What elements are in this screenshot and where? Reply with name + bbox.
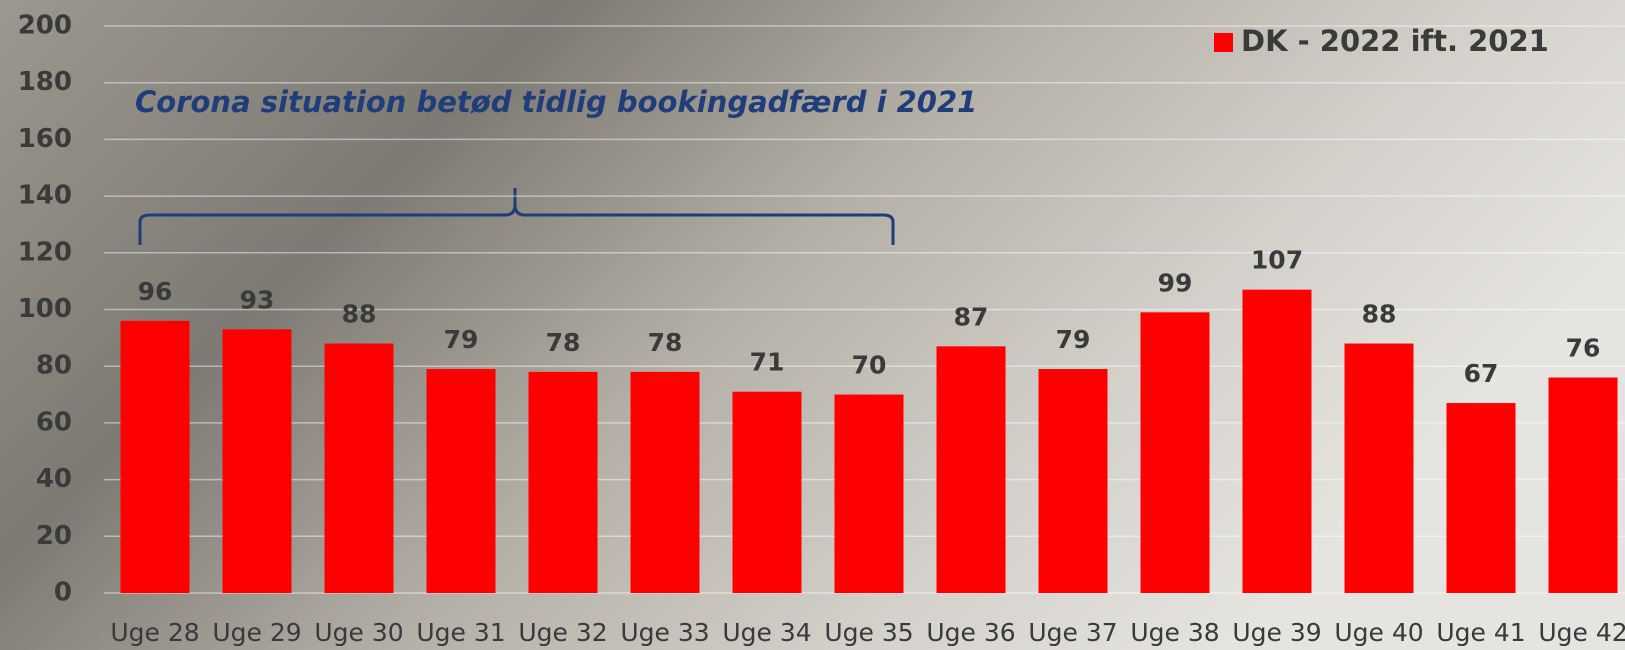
x-tick-label: Uge 32 (518, 618, 607, 647)
bar (223, 329, 292, 593)
value-label: 88 (1362, 300, 1397, 329)
value-label: 67 (1464, 359, 1499, 388)
legend-swatch (1214, 33, 1233, 52)
x-tick-label: Uge 31 (416, 618, 505, 647)
chart: Corona situation betød tidlig bookingadf… (0, 0, 1625, 650)
x-tick-label: Uge 35 (824, 618, 913, 647)
bar (937, 346, 1006, 593)
bar (835, 395, 904, 593)
x-tick-label: Uge 33 (620, 618, 709, 647)
bar (1345, 344, 1414, 593)
value-label: 76 (1566, 334, 1601, 363)
value-label: 88 (342, 300, 377, 329)
value-label: 87 (954, 302, 989, 331)
x-tick-label: Uge 28 (110, 618, 199, 647)
value-label: 99 (1158, 268, 1193, 297)
x-tick-label: Uge 40 (1334, 618, 1423, 647)
y-tick-label: 40 (36, 464, 72, 494)
bar (1447, 403, 1516, 593)
x-tick-label: Uge 39 (1232, 618, 1321, 647)
bar (1141, 312, 1210, 593)
y-tick-label: 160 (18, 124, 72, 154)
y-tick-label: 80 (36, 351, 72, 381)
y-tick-label: 120 (18, 237, 72, 267)
bar (1549, 378, 1618, 593)
y-tick-label: 180 (18, 67, 72, 97)
bar (631, 372, 700, 593)
y-tick-label: 140 (18, 181, 72, 211)
x-tick-label: Uge 38 (1130, 618, 1219, 647)
annotation: Corona situation betød tidlig bookingadf… (135, 85, 977, 119)
value-label: 107 (1251, 246, 1303, 275)
x-tick-label: Uge 41 (1436, 618, 1525, 647)
y-tick-label: 60 (36, 407, 72, 437)
x-tick-label: Uge 37 (1028, 618, 1117, 647)
value-label: 78 (648, 328, 683, 357)
x-tick-label: Uge 34 (722, 618, 811, 647)
x-tick-label: Uge 30 (314, 618, 403, 647)
bar (1243, 290, 1312, 593)
bar (427, 369, 496, 593)
legend-label: DK - 2022 ift. 2021 (1241, 24, 1549, 58)
bar (121, 321, 190, 593)
value-label: 79 (444, 325, 479, 354)
y-tick-label: 0 (54, 578, 72, 608)
value-label: 79 (1056, 325, 1091, 354)
x-tick-label: Uge 42 (1538, 618, 1625, 647)
bar (733, 392, 802, 593)
value-label: 71 (750, 348, 785, 377)
bar (325, 344, 394, 593)
value-label: 70 (852, 351, 887, 380)
value-label: 78 (546, 328, 581, 357)
bar (529, 372, 598, 593)
bar (1039, 369, 1108, 593)
value-label: 96 (138, 277, 173, 306)
x-tick-label: Uge 36 (926, 618, 1015, 647)
y-tick-label: 100 (18, 294, 72, 324)
value-label: 93 (240, 285, 275, 314)
y-tick-label: 20 (36, 521, 72, 551)
y-tick-label: 200 (18, 11, 72, 41)
x-tick-label: Uge 29 (212, 618, 301, 647)
